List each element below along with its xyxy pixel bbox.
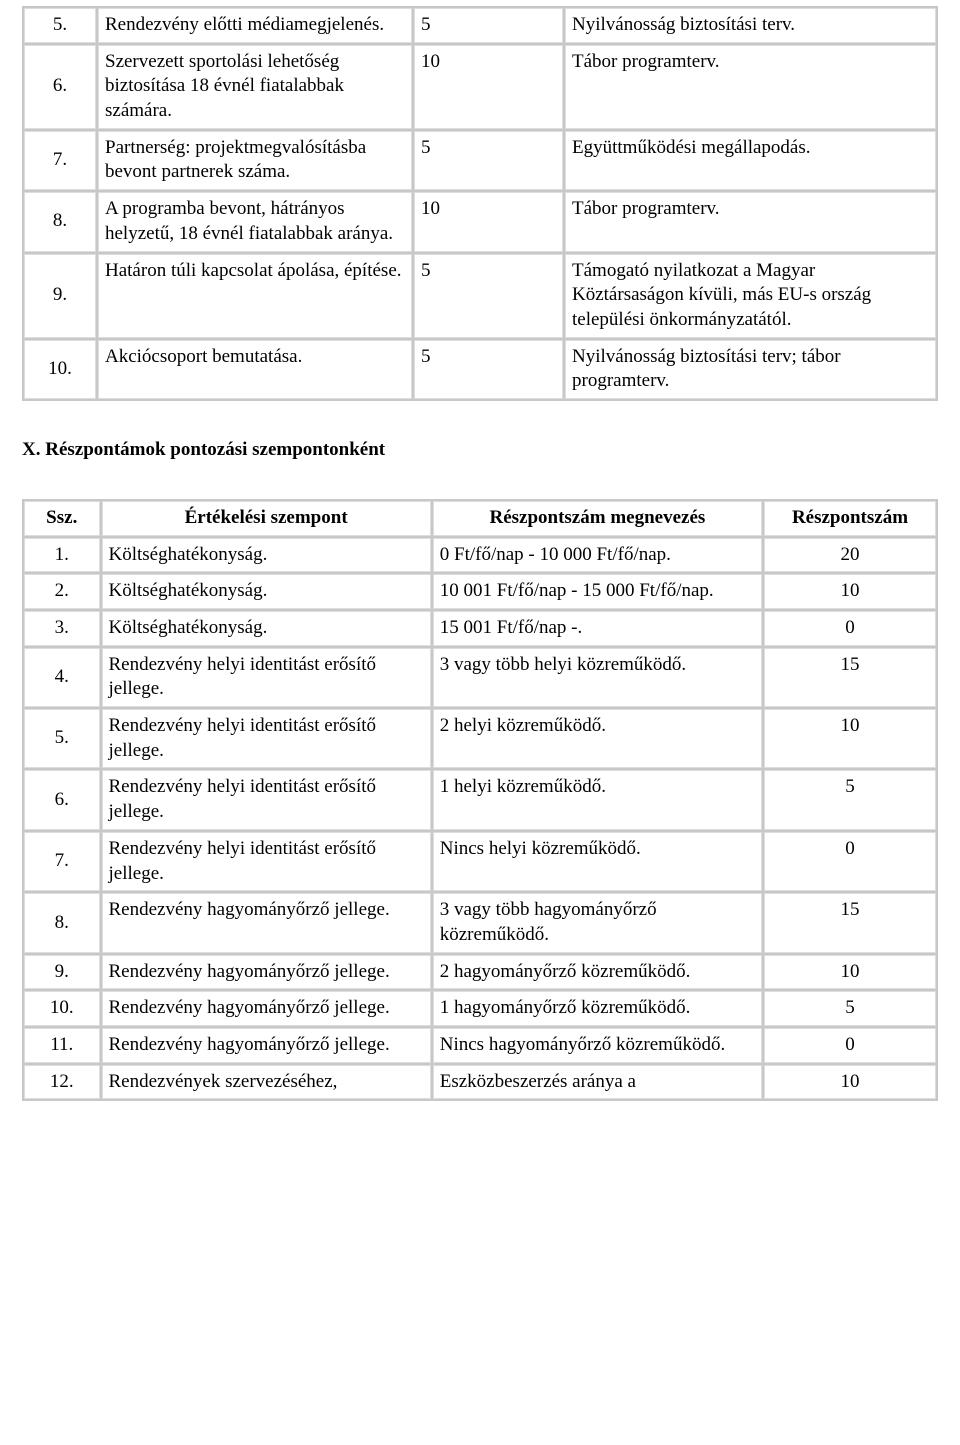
- cell-criterion: Rendezvény hagyományőrző jellege.: [102, 893, 431, 952]
- cell-criterion: Rendezvény hagyományőrző jellege.: [102, 991, 431, 1026]
- cell-subname: 0 Ft/fő/nap - 10 000 Ft/fő/nap.: [433, 538, 762, 573]
- table-row: 7.Rendezvény helyi identitást erősítő je…: [24, 832, 936, 891]
- cell-number: 9.: [24, 955, 100, 990]
- table-row: 8.A programba bevont, hátrányos helyzetű…: [24, 192, 936, 251]
- cell-description: Rendezvény előtti médiamegjelenés.: [98, 8, 412, 43]
- cell-subname: Nincs hagyományőrző közreműködő.: [433, 1028, 762, 1063]
- table-row: 9.Rendezvény hagyományőrző jellege.2 hag…: [24, 955, 936, 990]
- cell-number: 9.: [24, 254, 96, 338]
- cell-number: 10.: [24, 991, 100, 1026]
- cell-note: Tábor programterv.: [565, 45, 936, 129]
- table-row: 6.Rendezvény helyi identitást erősítő je…: [24, 770, 936, 829]
- cell-value: 5: [414, 254, 563, 338]
- cell-subname: Eszközbeszerzés aránya a: [433, 1065, 762, 1100]
- cell-subname: Nincs helyi közreműködő.: [433, 832, 762, 891]
- cell-score: 0: [764, 1028, 936, 1063]
- cell-criterion: Költséghatékonyság.: [102, 574, 431, 609]
- cell-score: 5: [764, 991, 936, 1026]
- cell-note: Együttműködési megállapodás.: [565, 131, 936, 190]
- header-subscore-name: Részpontszám megnevezés: [433, 501, 762, 536]
- cell-number: 5.: [24, 709, 100, 768]
- table-row: 5.Rendezvény helyi identitást erősítő je…: [24, 709, 936, 768]
- cell-score: 15: [764, 648, 936, 707]
- cell-number: 1.: [24, 538, 100, 573]
- cell-criterion: Rendezvény helyi identitást erősítő jell…: [102, 709, 431, 768]
- cell-criterion: Rendezvény hagyományőrző jellege.: [102, 1028, 431, 1063]
- cell-score: 0: [764, 832, 936, 891]
- cell-subname: 2 helyi közreműködő.: [433, 709, 762, 768]
- table-row: 10.Rendezvény hagyományőrző jellege.1 ha…: [24, 991, 936, 1026]
- cell-number: 8.: [24, 893, 100, 952]
- table-row: 10.Akciócsoport bemutatása.5Nyilvánosság…: [24, 340, 936, 399]
- cell-criterion: Költséghatékonyság.: [102, 611, 431, 646]
- cell-note: Támogató nyilatkozat a Magyar Köztársasá…: [565, 254, 936, 338]
- cell-description: Akciócsoport bemutatása.: [98, 340, 412, 399]
- table-row: 9.Határon túli kapcsolat ápolása, építés…: [24, 254, 936, 338]
- table-row: 4.Rendezvény helyi identitást erősítő je…: [24, 648, 936, 707]
- cell-number: 7.: [24, 131, 96, 190]
- cell-subname: 10 001 Ft/fő/nap - 15 000 Ft/fő/nap.: [433, 574, 762, 609]
- cell-number: 7.: [24, 832, 100, 891]
- cell-number: 11.: [24, 1028, 100, 1063]
- table-row: 11.Rendezvény hagyományőrző jellege.Ninc…: [24, 1028, 936, 1063]
- cell-score: 10: [764, 574, 936, 609]
- cell-criterion: Rendezvény helyi identitást erősítő jell…: [102, 648, 431, 707]
- cell-criterion: Rendezvény helyi identitást erősítő jell…: [102, 770, 431, 829]
- cell-subname: 3 vagy több hagyományőrző közreműködő.: [433, 893, 762, 952]
- cell-subname: 3 vagy több helyi közreműködő.: [433, 648, 762, 707]
- cell-score: 0: [764, 611, 936, 646]
- cell-score: 5: [764, 770, 936, 829]
- table-row: 8.Rendezvény hagyományőrző jellege.3 vag…: [24, 893, 936, 952]
- cell-note: Tábor programterv.: [565, 192, 936, 251]
- cell-number: 6.: [24, 770, 100, 829]
- cell-subname: 1 helyi közreműködő.: [433, 770, 762, 829]
- cell-number: 3.: [24, 611, 100, 646]
- cell-score: 15: [764, 893, 936, 952]
- header-ssz: Ssz.: [24, 501, 100, 536]
- cell-value: 5: [414, 340, 563, 399]
- cell-criterion: Költséghatékonyság.: [102, 538, 431, 573]
- cell-number: 6.: [24, 45, 96, 129]
- cell-subname: 1 hagyományőrző közreműködő.: [433, 991, 762, 1026]
- cell-number: 5.: [24, 8, 96, 43]
- cell-description: A programba bevont, hátrányos helyzetű, …: [98, 192, 412, 251]
- table-scoring: Ssz. Értékelési szempont Részpontszám me…: [22, 499, 938, 1101]
- cell-score: 10: [764, 1065, 936, 1100]
- cell-criterion: Rendezvény helyi identitást erősítő jell…: [102, 832, 431, 891]
- cell-number: 12.: [24, 1065, 100, 1100]
- cell-description: Partnerség: projektmegvalósításba bevont…: [98, 131, 412, 190]
- cell-value: 5: [414, 8, 563, 43]
- cell-subname: 2 hagyományőrző közreműködő.: [433, 955, 762, 990]
- table-row: 1.Költséghatékonyság.0 Ft/fő/nap - 10 00…: [24, 538, 936, 573]
- table-row: 3.Költséghatékonyság.15 001 Ft/fő/nap -.…: [24, 611, 936, 646]
- cell-description: Határon túli kapcsolat ápolása, építése.: [98, 254, 412, 338]
- header-criterion: Értékelési szempont: [102, 501, 431, 536]
- cell-value: 10: [414, 192, 563, 251]
- header-subscore: Részpontszám: [764, 501, 936, 536]
- table-header-row: Ssz. Értékelési szempont Részpontszám me…: [24, 501, 936, 536]
- table-row: 12.Rendezvények szervezéséhez,Eszközbesz…: [24, 1065, 936, 1100]
- section-heading: X. Részpontámok pontozási szempontonként: [22, 439, 938, 461]
- cell-description: Szervezett sportolási lehetőség biztosít…: [98, 45, 412, 129]
- cell-number: 2.: [24, 574, 100, 609]
- cell-number: 10.: [24, 340, 96, 399]
- cell-value: 5: [414, 131, 563, 190]
- table-row: 2.Költséghatékonyság.10 001 Ft/fő/nap - …: [24, 574, 936, 609]
- cell-note: Nyilvánosság biztosítási terv.: [565, 8, 936, 43]
- cell-criterion: Rendezvények szervezéséhez,: [102, 1065, 431, 1100]
- cell-note: Nyilvánosság biztosítási terv; tábor pro…: [565, 340, 936, 399]
- cell-score: 10: [764, 709, 936, 768]
- cell-number: 8.: [24, 192, 96, 251]
- cell-subname: 15 001 Ft/fő/nap -.: [433, 611, 762, 646]
- cell-value: 10: [414, 45, 563, 129]
- table-row: 5.Rendezvény előtti médiamegjelenés.5Nyi…: [24, 8, 936, 43]
- cell-score: 10: [764, 955, 936, 990]
- table-row: 6.Szervezett sportolási lehetőség biztos…: [24, 45, 936, 129]
- table-row: 7.Partnerség: projektmegvalósításba bevo…: [24, 131, 936, 190]
- cell-score: 20: [764, 538, 936, 573]
- cell-criterion: Rendezvény hagyományőrző jellege.: [102, 955, 431, 990]
- cell-number: 4.: [24, 648, 100, 707]
- table-criteria-upper: 5.Rendezvény előtti médiamegjelenés.5Nyi…: [22, 6, 938, 401]
